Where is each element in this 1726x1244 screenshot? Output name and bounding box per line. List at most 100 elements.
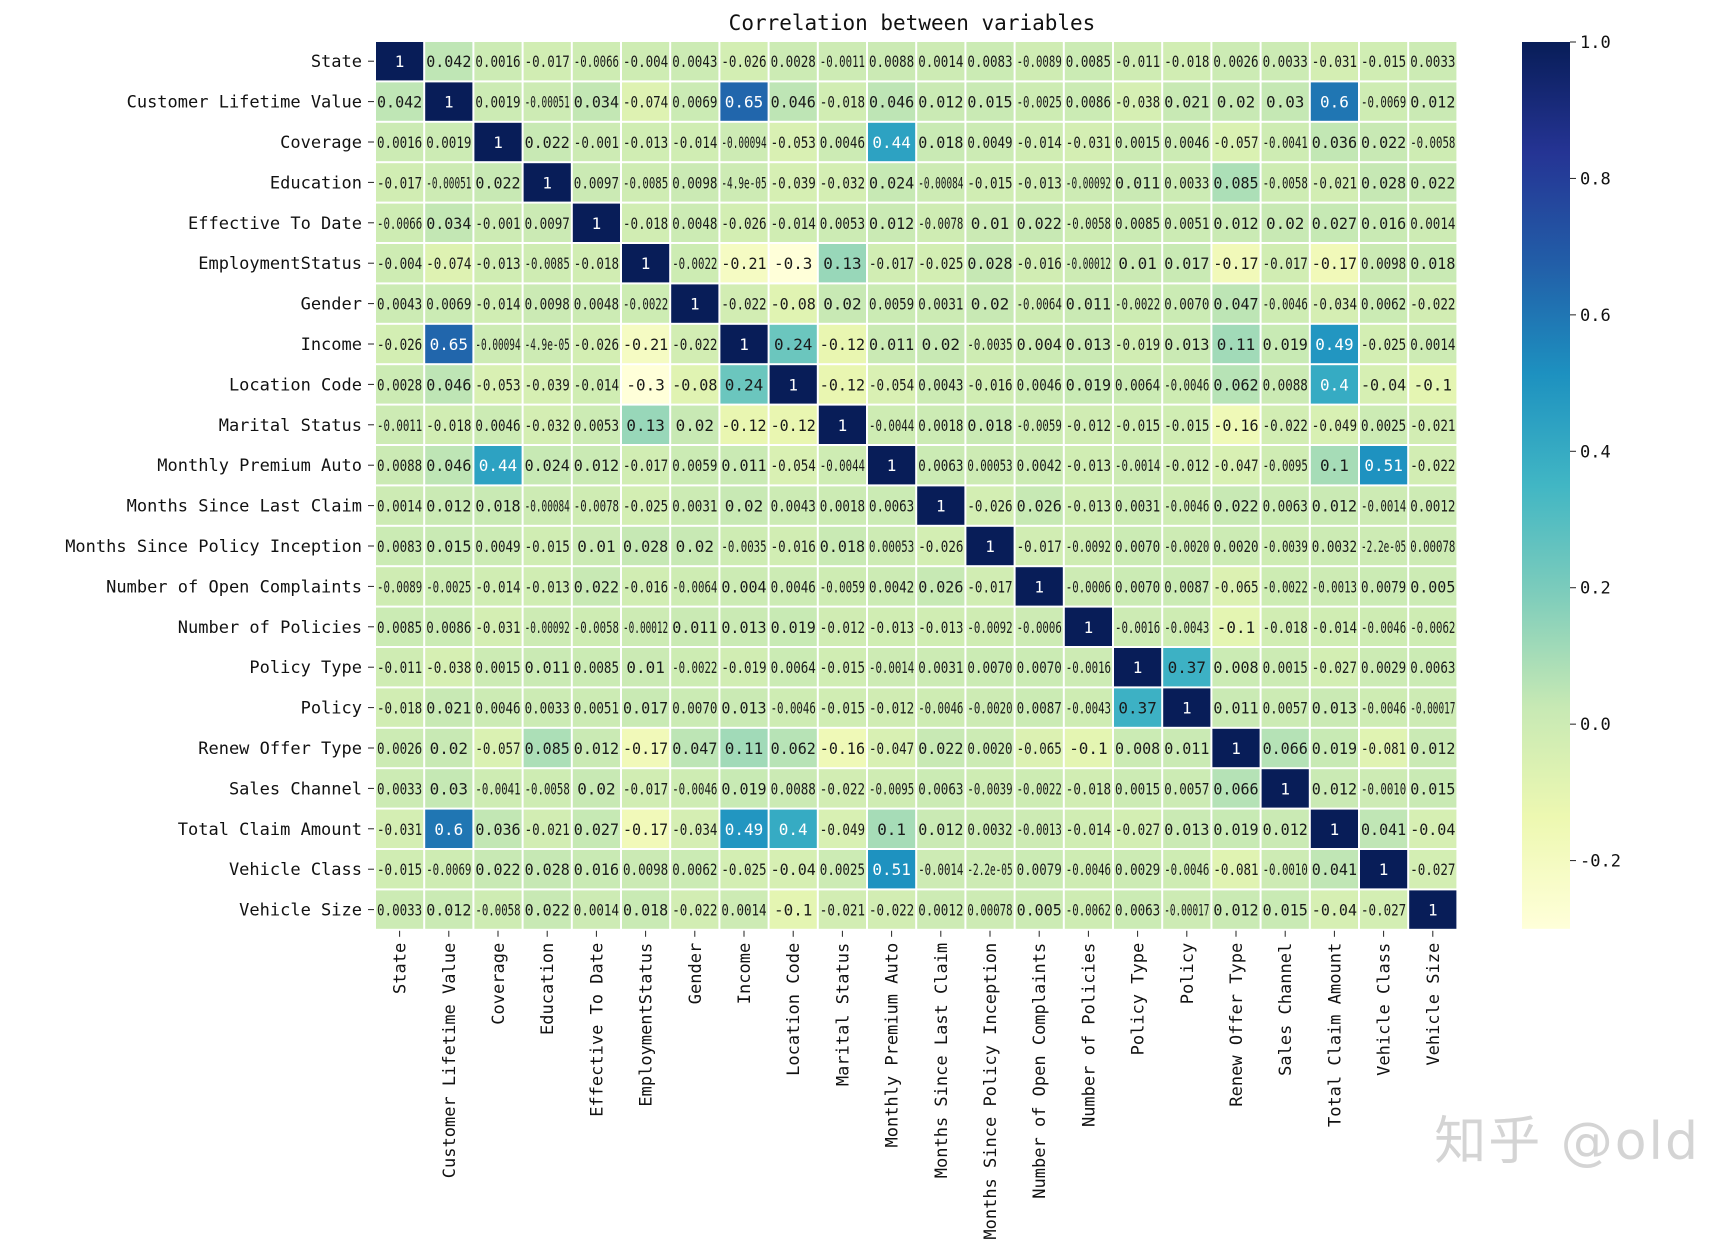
cell-value-label: 0.016 xyxy=(574,860,619,879)
cell-value-label: 0.0070 xyxy=(672,699,717,718)
cell-value-label: 0.0088 xyxy=(869,52,914,71)
cell-value-label: 0.013 xyxy=(1312,699,1357,718)
heatmap-cell xyxy=(572,526,620,566)
cell-value-label: -0.034 xyxy=(672,820,717,839)
heatmap-cell xyxy=(868,284,916,323)
y-tick-label: Monthly Premium Auto xyxy=(157,456,362,476)
cell-value-label: -0.013 xyxy=(475,254,520,273)
cell-value-label: -0.00094 xyxy=(721,133,766,152)
cell-value-label: 0.034 xyxy=(426,214,471,233)
heatmap-cell xyxy=(1360,688,1408,727)
cell-value-label: 0.0015 xyxy=(1115,133,1160,152)
cell-value-label: 0.011 xyxy=(672,618,717,637)
heatmap-cell xyxy=(1409,890,1457,929)
cell-value-label: 0.4 xyxy=(1320,375,1349,394)
x-tick-label: Coverage xyxy=(489,943,509,1025)
heatmap-cell xyxy=(720,809,768,848)
cell-value-label: -0.0022 xyxy=(623,295,668,314)
heatmap-cell xyxy=(376,405,424,444)
heatmap-cell xyxy=(1261,486,1309,525)
colorbar: 1.0 0.8 0.6 0.4 0.2 0.0 -0.2 xyxy=(1522,33,1621,929)
cell-value-label: 0.017 xyxy=(1164,254,1209,273)
cell-value-label: 0.02 xyxy=(922,335,960,354)
heatmap-cell xyxy=(474,890,522,929)
heatmap-cell xyxy=(376,769,424,808)
heatmap-cell xyxy=(818,769,866,808)
heatmap-cell xyxy=(474,365,522,404)
cell-value-label: -0.0046 xyxy=(1164,497,1209,516)
heatmap-cell xyxy=(1261,567,1309,606)
heatmap-cell xyxy=(917,244,965,283)
heatmap-cell xyxy=(1360,365,1408,404)
heatmap-cell xyxy=(622,446,670,485)
heatmap-cell xyxy=(1064,769,1112,808)
heatmap-cell xyxy=(966,567,1014,606)
heatmap-cell xyxy=(1261,728,1309,768)
heatmap-cell xyxy=(769,607,817,646)
heatmap-cell xyxy=(818,728,866,768)
cell-value-label: -0.12 xyxy=(721,416,766,435)
cell-value-label: -0.017 xyxy=(377,173,422,192)
heatmap-cell xyxy=(868,567,916,606)
heatmap-cell xyxy=(966,728,1014,768)
heatmap-cell xyxy=(1360,567,1408,606)
x-tick-label: Income xyxy=(735,943,755,1004)
cell-value-label: -0.0022 xyxy=(1115,295,1160,314)
cell-value-label: -0.00092 xyxy=(525,618,570,637)
cell-value-label: 0.6 xyxy=(1320,93,1349,112)
heatmap-cell xyxy=(818,850,866,889)
heatmap-cell xyxy=(1261,42,1309,81)
cell-value-label: 0.0033 xyxy=(1164,173,1209,192)
heatmap-cell xyxy=(523,890,571,929)
heatmap-cell xyxy=(1360,526,1408,566)
heatmap-cell xyxy=(622,728,670,768)
cell-value-label: 0.022 xyxy=(1213,497,1258,516)
cell-value-label: 0.0085 xyxy=(377,618,422,637)
heatmap-cell xyxy=(868,607,916,646)
cell-value-label: -0.012 xyxy=(869,699,914,718)
cell-value-label: -0.0014 xyxy=(869,658,914,677)
cell-value-label: 0.0026 xyxy=(1213,52,1258,71)
heatmap-cell xyxy=(572,405,620,444)
cell-value-label: -0.074 xyxy=(623,93,668,112)
cell-value-label: -0.0022 xyxy=(1017,779,1062,798)
heatmap-cell xyxy=(622,486,670,525)
heatmap-cell xyxy=(376,365,424,404)
cell-value-label: -0.021 xyxy=(820,901,865,920)
cell-value-label: -0.014 xyxy=(1017,133,1062,152)
heatmap-cell xyxy=(917,122,965,162)
heatmap-cell xyxy=(966,526,1014,566)
cell-value-label: -0.0014 xyxy=(1115,456,1160,475)
heatmap-cell xyxy=(671,728,719,768)
heatmap-cell xyxy=(818,163,866,202)
cell-value-label: 0.0025 xyxy=(820,860,865,879)
x-tick-label: Effective To Date xyxy=(587,943,607,1117)
heatmap-cell xyxy=(966,890,1014,929)
cell-value-label: 0.0016 xyxy=(475,52,520,71)
y-tick-label: Location Code xyxy=(229,375,362,395)
cell-value-label: 0.013 xyxy=(721,699,766,718)
cell-value-label: -0.018 xyxy=(623,214,668,233)
heatmap-cell xyxy=(1212,850,1260,889)
cell-value-label: 0.0049 xyxy=(967,133,1012,152)
cell-value-label: -0.017 xyxy=(525,52,570,71)
heatmap-cell xyxy=(523,405,571,444)
cell-value-label: 0.02 xyxy=(577,779,615,798)
heatmap-cell xyxy=(1310,284,1358,323)
heatmap-cell xyxy=(1212,607,1260,646)
heatmap-cell xyxy=(966,163,1014,202)
heatmap-cell xyxy=(818,42,866,81)
heatmap-cell xyxy=(818,567,866,606)
cell-value-label: -0.001 xyxy=(574,133,619,152)
heatmap-cell xyxy=(376,648,424,687)
cell-value-label: -0.016 xyxy=(623,577,668,596)
y-tick-label: Vehicle Class xyxy=(229,860,362,880)
cell-value-label: -0.0006 xyxy=(1066,577,1111,596)
heatmap-cell xyxy=(1015,526,1063,566)
cell-value-label: -0.00017 xyxy=(1410,699,1455,718)
cell-value-label: -0.039 xyxy=(525,375,570,394)
heatmap-cell xyxy=(720,446,768,485)
cell-value-label: -0.0011 xyxy=(377,416,422,435)
cell-value-label: -0.015 xyxy=(1115,416,1160,435)
heatmap-cell xyxy=(769,42,817,81)
